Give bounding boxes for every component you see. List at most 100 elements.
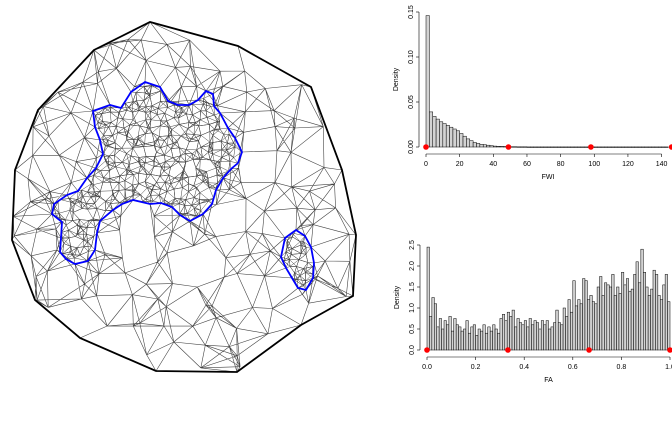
histogram-bar [560,324,564,351]
histogram-bar [579,303,583,351]
histogram-bar [548,328,552,351]
histogram-bar [536,322,540,351]
x-tick-label: 0.6 [568,364,578,371]
histogram-bar [530,146,534,148]
histogram-bar [577,146,582,148]
histogram-bar [429,111,433,148]
y-tick-label: 1.5 [409,282,416,292]
histogram-bar [563,146,568,148]
histogram-bar [589,295,593,351]
histogram-bar [654,146,659,148]
histogram-bar [609,286,612,351]
histogram-bar [470,326,474,351]
histogram-bar [489,330,493,351]
x-tick-label: 60 [523,161,531,168]
y-tick-label: 0.15 [408,5,415,19]
histogram-bar [604,282,608,351]
histogram-bar [606,284,610,351]
histogram-bar [452,128,457,148]
histogram-bar [641,146,646,148]
histogram-bar [523,146,528,148]
histogram-bar [499,318,503,351]
histogram-bar [630,288,634,351]
histogram-bar [550,146,555,148]
outer-boundary [11,21,357,373]
histogram-bar [436,326,440,351]
histogram-bar [536,146,541,148]
histogram-bar [599,276,603,351]
histogram-bar [655,274,659,351]
histogram-bar [662,284,666,351]
histogram-bar [647,146,652,148]
y-tick-label: 0.10 [408,50,415,64]
y-tick-label: 2.5 [409,240,416,250]
histogram-bar [523,320,527,351]
histogram-bar [521,324,525,351]
x-tick-label: 0.4 [519,364,529,371]
y-tick-label: 0.5 [409,324,416,334]
histogram-bar [432,116,437,148]
histogram-bar [482,324,486,351]
histogram-bar [664,274,668,351]
histogram-bar [533,146,538,148]
histogram-bar [565,316,569,351]
histogram-bar [449,126,454,148]
histogram-bar [443,320,447,351]
histogram-bar [472,142,477,148]
histogram-bar [434,303,437,351]
histogram-bar [572,280,576,351]
histogram-bar [487,326,491,351]
histogram-bar [425,15,430,148]
histogram-bar [660,299,663,351]
histogram-bar [479,144,484,148]
histogram-bar [429,316,433,351]
histogram-bar [557,322,561,351]
y-tick-label: 0.00 [408,140,415,154]
histogram-bar [455,324,459,351]
histogram-bar [546,146,551,148]
inner-boundary-large [51,81,243,265]
histogram-bar [618,293,622,351]
histogram-bar [661,146,666,148]
histogram-bar [574,305,578,351]
x-tick-label: 0.2 [471,364,481,371]
histogram-bar [562,307,566,351]
histogram-bar [459,133,464,148]
histogram-bar [553,322,557,351]
x-axis-label: FWI [542,174,555,181]
histogram-bar [610,146,615,148]
histogram-bar [540,146,545,148]
y-tick-label: 1.0 [409,303,416,313]
y-tick-label: 2.0 [409,261,416,271]
marker-point [667,347,672,353]
fa-histogram: 0.0 0.2 0.4 0.6 0.8 1.0 0.0 0.5 1.0 1.5 2.0 2.5 FA De… [394,240,672,384]
inner-boundary-small [280,228,315,292]
mesh-panel [11,21,357,373]
histogram-bar [637,146,642,148]
histogram-bar [519,322,523,351]
histogram-bar [667,301,671,351]
x-axis-label: FA [544,377,553,384]
histogram-bar [445,125,450,148]
marker-point [505,347,511,353]
histogram-bar [543,324,547,351]
histogram-bar [540,320,544,351]
histogram-bar [526,146,531,148]
histogram-bar [476,143,481,148]
histogram-bar [596,286,600,351]
histogram-bar [516,318,520,351]
fine-mesh-edges [51,81,315,291]
histogram-bar [591,301,595,351]
histogram-bar [597,146,602,148]
histogram-bar [620,146,625,148]
x-tick-label: 140 [656,161,668,168]
histogram-bar [442,123,447,148]
histogram-bar [626,278,629,351]
y-tick-label: 0.05 [408,95,415,109]
marker-point [668,144,672,150]
histogram-bar [451,330,454,351]
histogram-bar [435,118,440,148]
histogram-bar [431,297,435,351]
histogram-bar [492,324,496,351]
histogram-bar [538,328,542,351]
